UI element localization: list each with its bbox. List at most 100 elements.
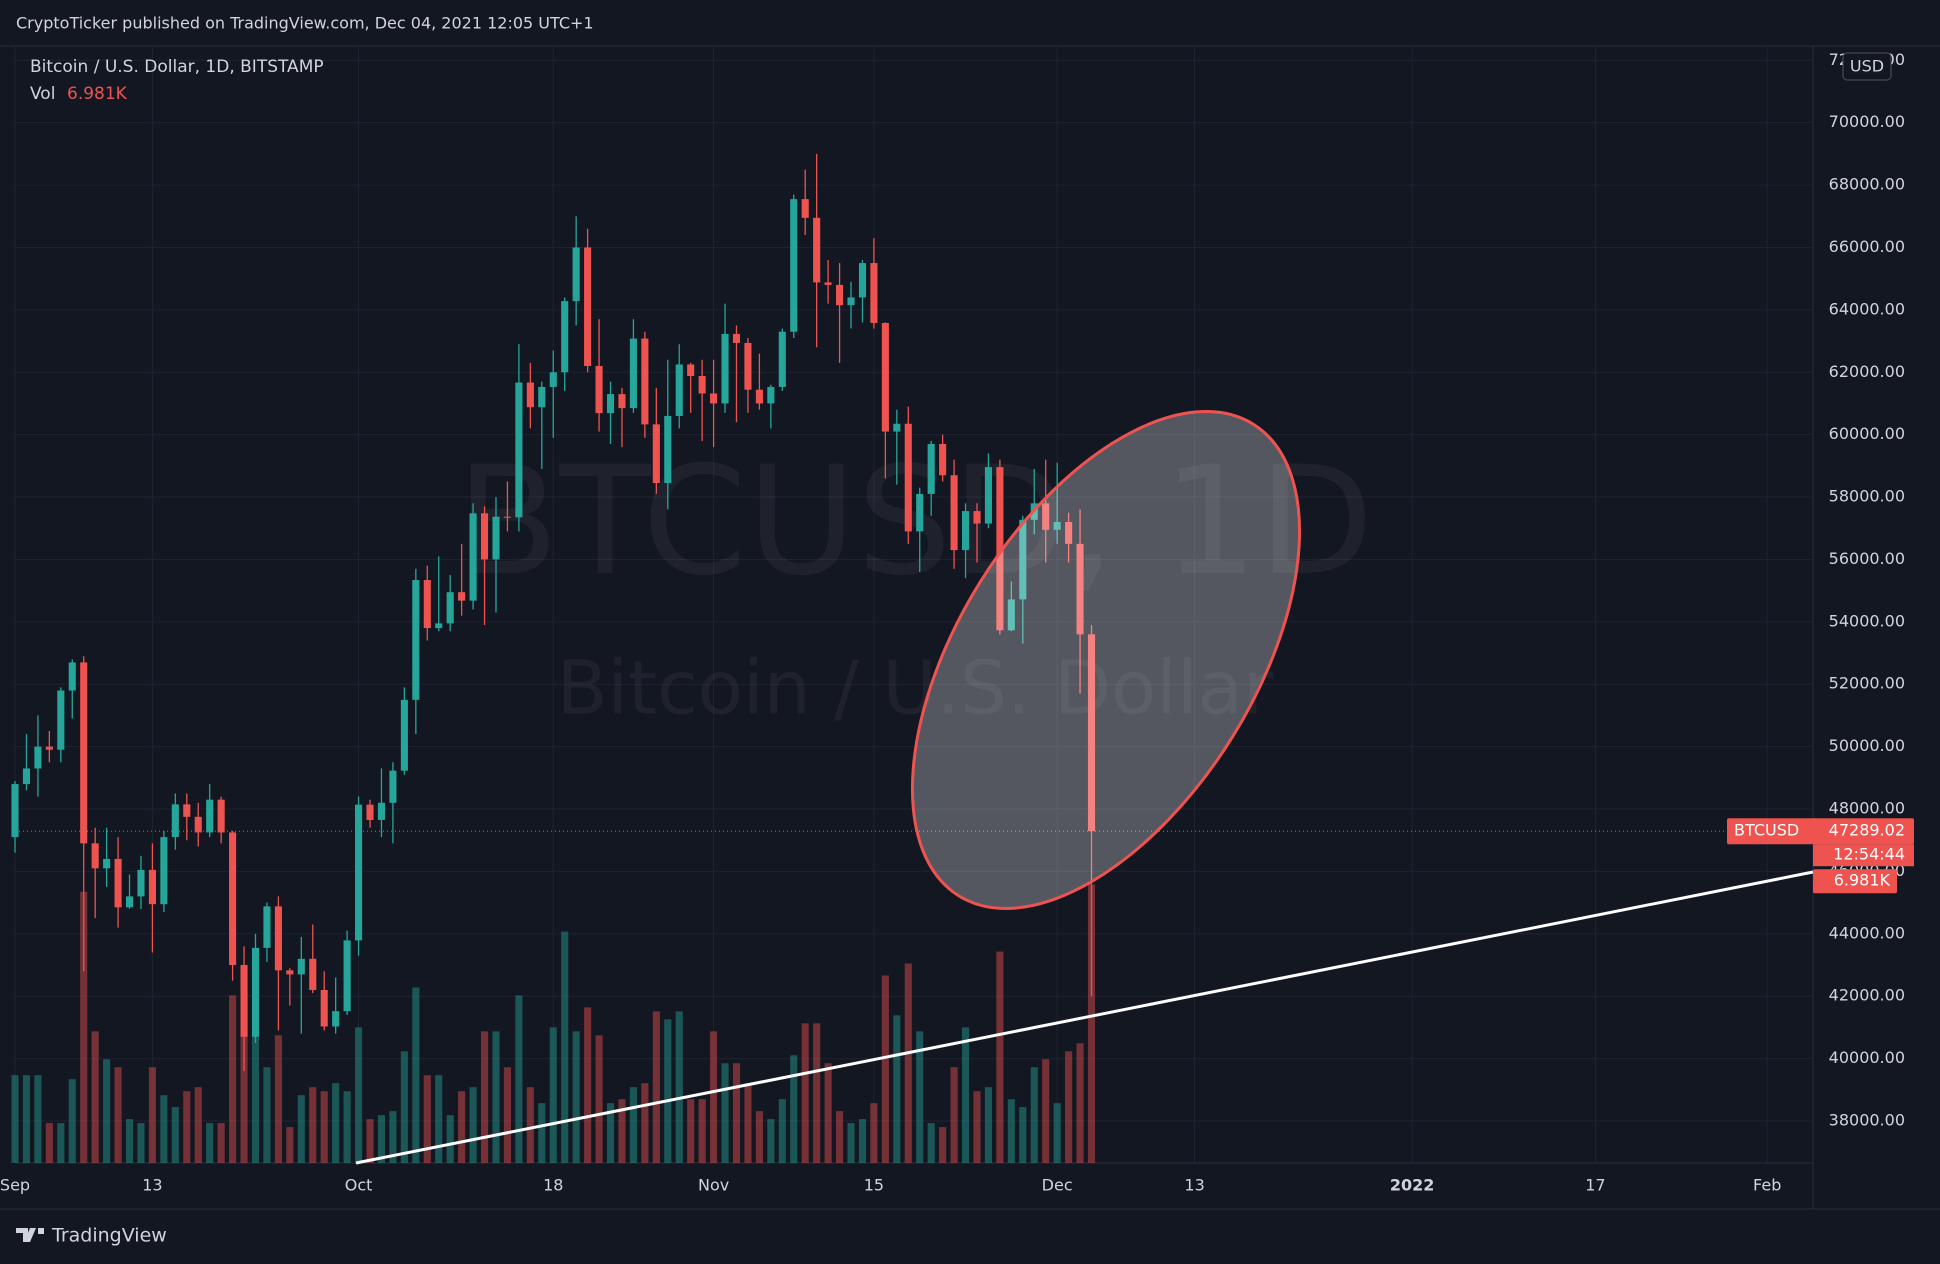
x-tick-label: Oct [345,1176,373,1195]
candle-body [446,592,454,624]
volume-bar [137,1123,145,1163]
volume-bar [274,1035,282,1163]
candle-body [1042,503,1050,530]
candle-body [870,263,878,323]
candle-body [355,804,363,941]
candle-body [343,940,351,1012]
candle-body [103,858,111,869]
volume-bar [801,1023,809,1163]
x-tick-label: 13 [1184,1176,1204,1195]
volume-bar [732,1063,741,1163]
candle-body [652,424,660,484]
y-tick-label: 54000.00 [1829,611,1905,630]
candle-body [584,247,592,367]
candle-body [423,580,431,629]
publish-header: CryptoTicker published on TradingView.co… [16,14,594,33]
candle-body [687,364,695,377]
candle-body [240,965,248,1037]
candle-body [641,338,649,425]
candle-body [183,804,191,817]
volume-bar [389,1111,397,1163]
candle-body [194,816,202,833]
y-tick-label: 60000.00 [1829,424,1905,443]
candle-body [721,333,729,404]
volume-bar [160,1095,168,1163]
x-tick-label: 18 [543,1176,563,1195]
candle-body [836,284,844,306]
volume-bar [721,1063,729,1163]
candle-body [710,393,718,404]
volume-bar [103,1059,111,1163]
candle-body [251,947,260,1037]
countdown-box [1813,844,1914,867]
candle-body [332,1011,340,1027]
volume-legend-value: 6.981K [67,84,128,104]
candle-body [595,366,603,414]
volume-bar [332,1083,340,1163]
candle-body [1019,519,1027,600]
candle-body [858,263,867,298]
x-tick-label: 15 [864,1176,884,1195]
volume-bar [251,1035,260,1163]
volume-bar [435,1075,443,1163]
volume-bar [984,1087,992,1163]
volume-bar [606,1103,615,1163]
candle-body [732,333,741,343]
candle-body [309,958,317,990]
volume-bar [355,1027,363,1163]
candle-body [1007,599,1015,631]
x-tick-label: 2022 [1390,1176,1435,1195]
volume-layer [11,884,1096,1163]
volume-bar [458,1091,466,1163]
candle-body [561,301,569,373]
volume-bar [744,1083,752,1163]
candle-body [274,906,282,971]
x-tick-label: Sep [0,1176,30,1195]
candle-body [297,958,305,975]
volume-bar [194,1087,202,1163]
candle-body [263,906,271,948]
candle-body [1087,634,1096,832]
volume-bar [80,891,88,1163]
volume-bar [904,963,912,1163]
volume-bar [1076,1043,1084,1163]
volume-bar [698,1099,706,1163]
logo-icon [16,1228,44,1242]
volume-bar [377,1115,386,1163]
candle-body [137,869,145,897]
candle-body [767,386,775,404]
candle-body [80,662,88,844]
volume-bar [813,1023,821,1163]
candle-body [939,444,947,476]
candle-body [469,513,477,601]
candle-body [675,364,683,416]
volume-bar [790,1055,798,1163]
volume-bar [973,1091,981,1163]
symbol-legend: Bitcoin / U.S. Dollar, 1D, BITSTAMP [30,57,324,77]
price-tag-symbol: BTCUSD [1734,821,1799,840]
volume-bar [1065,1051,1073,1163]
y-tick-label: 52000.00 [1829,674,1905,693]
y-tick-label: 68000.00 [1829,175,1905,194]
volume-bar [927,1123,935,1163]
volume-bar [767,1119,775,1163]
volume-bar [45,1123,53,1163]
candle-body [526,382,534,408]
volume-bar [469,1087,477,1163]
volume-bar [710,1031,718,1163]
volume-bar [641,1083,649,1163]
candle-body [515,382,523,518]
candle-body [148,869,156,905]
volume-bar [755,1111,763,1163]
candle-body [22,768,31,785]
candle-body [950,475,958,551]
volume-bar [561,931,569,1163]
volume-bar [34,1075,42,1163]
candle-body [492,516,500,560]
candle-body [377,802,386,820]
price-tag-box [1727,818,1914,845]
volume-bar [206,1123,214,1163]
volume-bar [939,1127,947,1163]
volume-bar [549,1027,557,1163]
